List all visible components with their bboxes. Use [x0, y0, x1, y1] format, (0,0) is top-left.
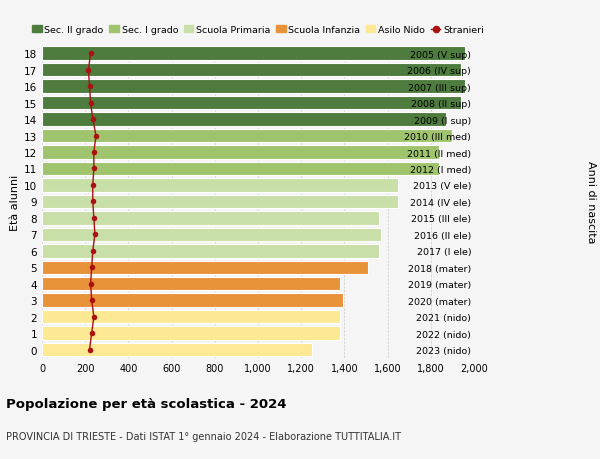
Bar [42, 212, 379, 225]
Bar [42, 129, 452, 143]
Bar [42, 245, 379, 258]
Bar [42, 228, 381, 241]
Bar [42, 179, 398, 192]
Text: Popolazione per età scolastica - 2024: Popolazione per età scolastica - 2024 [6, 397, 287, 410]
Y-axis label: Età alunni: Età alunni [10, 174, 20, 230]
Bar [42, 146, 439, 159]
Bar [42, 294, 343, 307]
Bar [42, 327, 340, 340]
Bar [42, 261, 368, 274]
Bar [42, 310, 340, 324]
Bar [42, 80, 466, 94]
Legend: Sec. II grado, Sec. I grado, Scuola Primaria, Scuola Infanzia, Asilo Nido, Stran: Sec. II grado, Sec. I grado, Scuola Prim… [32, 26, 484, 35]
Text: PROVINCIA DI TRIESTE - Dati ISTAT 1° gennaio 2024 - Elaborazione TUTTITALIA.IT: PROVINCIA DI TRIESTE - Dati ISTAT 1° gen… [6, 431, 401, 442]
Bar [42, 343, 312, 357]
Bar [42, 113, 446, 127]
Bar [42, 277, 340, 291]
Text: Anni di nascita: Anni di nascita [586, 161, 596, 243]
Bar [42, 97, 461, 110]
Bar [42, 162, 439, 176]
Bar [42, 195, 398, 209]
Bar [42, 47, 466, 61]
Bar [42, 64, 461, 77]
